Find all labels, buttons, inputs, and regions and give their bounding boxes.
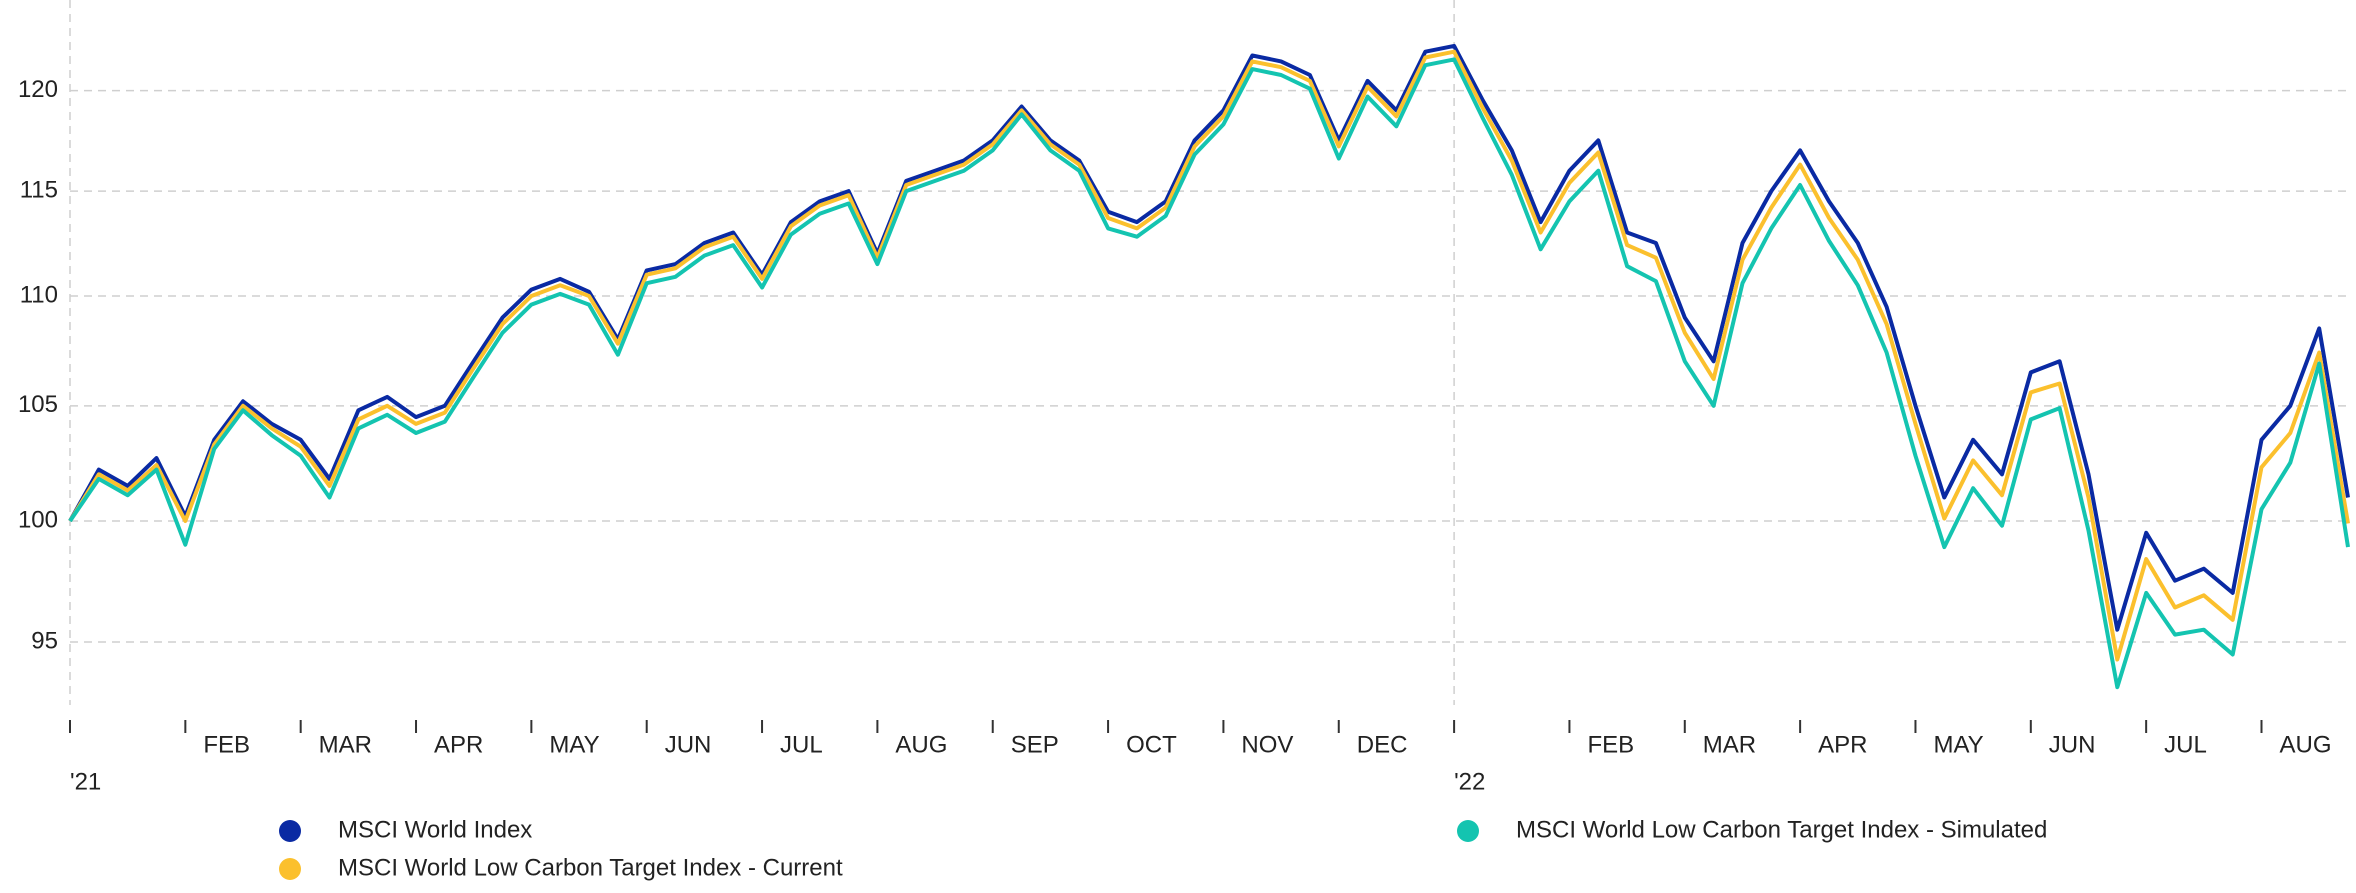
x-tick-label: MAR <box>319 731 372 758</box>
series-line <box>68 57 2350 690</box>
x-tick-label: SEP <box>1011 731 1059 758</box>
legend-marker <box>279 858 301 880</box>
x-tick-label: APR <box>1818 731 1867 758</box>
x-tick-label: JUL <box>780 731 823 758</box>
y-tick-label: 115 <box>20 176 58 203</box>
x-tick-label: '22 <box>1454 768 1485 795</box>
x-tick-label: NOV <box>1241 731 1293 758</box>
x-tick-label: DEC <box>1357 731 1408 758</box>
y-tick-label: 95 <box>31 627 58 654</box>
x-tick-label: MAR <box>1703 731 1756 758</box>
legend-label: MSCI World Low Carbon Target Index - Cur… <box>338 854 843 881</box>
legend-label: MSCI World Index <box>338 816 532 843</box>
y-tick-label: 100 <box>18 506 58 533</box>
x-tick-label: JUN <box>665 731 712 758</box>
legend-marker <box>279 820 301 842</box>
x-tick-label: OCT <box>1126 731 1177 758</box>
series-line <box>68 43 2350 632</box>
legend-marker <box>1457 820 1479 842</box>
x-tick-label: AUG <box>2279 731 2331 758</box>
y-tick-label: 105 <box>18 391 58 418</box>
x-tick-label: FEB <box>203 731 250 758</box>
x-tick-label: JUL <box>2164 731 2207 758</box>
series-line <box>68 49 2350 662</box>
x-tick-label: MAY <box>1933 731 1983 758</box>
x-tick-label: AUG <box>895 731 947 758</box>
x-tick-label: FEB <box>1587 731 1634 758</box>
x-tick-label: '21 <box>70 768 101 795</box>
x-tick-label: APR <box>434 731 483 758</box>
legend-label: MSCI World Low Carbon Target Index - Sim… <box>1516 816 2047 843</box>
x-tick-label: JUN <box>2049 731 2096 758</box>
x-tick-label: MAY <box>549 731 599 758</box>
y-tick-label: 110 <box>20 281 58 308</box>
y-tick-label: 120 <box>18 76 58 103</box>
